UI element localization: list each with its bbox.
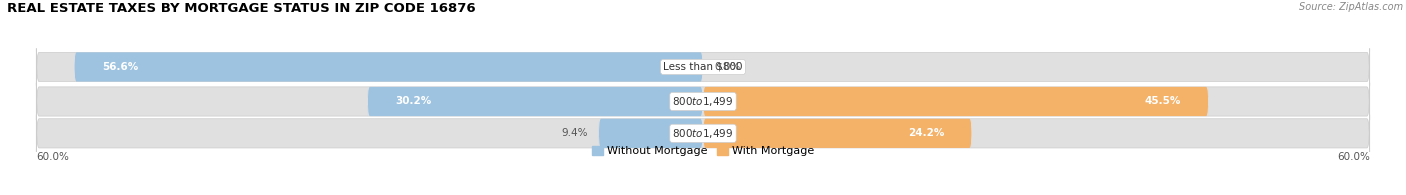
Text: REAL ESTATE TAXES BY MORTGAGE STATUS IN ZIP CODE 16876: REAL ESTATE TAXES BY MORTGAGE STATUS IN … (7, 2, 475, 15)
Text: Source: ZipAtlas.com: Source: ZipAtlas.com (1299, 2, 1403, 12)
Text: $800 to $1,499: $800 to $1,499 (672, 95, 734, 108)
FancyBboxPatch shape (75, 52, 703, 82)
FancyBboxPatch shape (367, 87, 703, 116)
FancyBboxPatch shape (599, 119, 703, 148)
Text: 24.2%: 24.2% (908, 128, 945, 138)
Text: 0.0%: 0.0% (714, 62, 741, 72)
Text: 45.5%: 45.5% (1144, 97, 1181, 106)
Text: 56.6%: 56.6% (101, 62, 138, 72)
Text: Less than $800: Less than $800 (664, 62, 742, 72)
Text: $800 to $1,499: $800 to $1,499 (672, 127, 734, 140)
Text: 30.2%: 30.2% (395, 97, 432, 106)
Text: 60.0%: 60.0% (1337, 152, 1369, 162)
FancyBboxPatch shape (37, 48, 1369, 86)
Legend: Without Mortgage, With Mortgage: Without Mortgage, With Mortgage (588, 141, 818, 161)
FancyBboxPatch shape (703, 119, 972, 148)
Text: 60.0%: 60.0% (37, 152, 69, 162)
FancyBboxPatch shape (37, 115, 1369, 152)
FancyBboxPatch shape (37, 83, 1369, 120)
FancyBboxPatch shape (703, 87, 1209, 116)
Text: 9.4%: 9.4% (561, 128, 588, 138)
